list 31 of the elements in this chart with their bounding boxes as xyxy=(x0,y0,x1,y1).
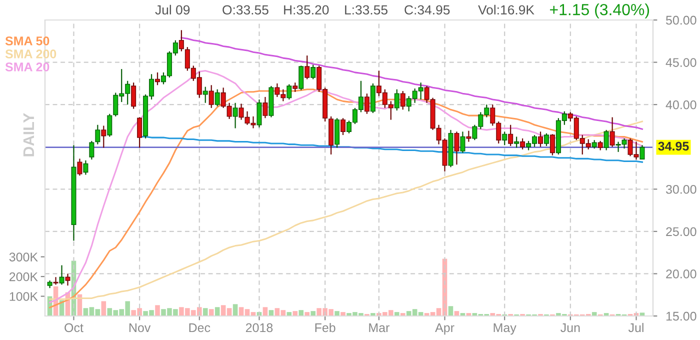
y2-tick-label: 100K xyxy=(10,292,38,301)
text: L:33.55 xyxy=(345,5,388,15)
text: +1.15 (3.40%) xyxy=(550,4,650,18)
x-tick-label: Oct xyxy=(64,323,84,332)
y-tick-label: 40.00 xyxy=(666,100,696,110)
x-tick-label: Jun xyxy=(560,323,580,332)
y-tick-label: 20.00 xyxy=(666,270,696,278)
y2-tick-label: 300K xyxy=(9,252,38,262)
text: SMA 200 xyxy=(5,50,56,58)
x-tick-label: Jul xyxy=(628,322,644,332)
x-tick-label: Feb xyxy=(315,322,336,332)
text: H:35.20 xyxy=(284,5,329,15)
y-tick-label: 15.00 xyxy=(666,312,696,321)
y-tick-label: 45.00 xyxy=(666,58,696,67)
y2-tick-label: 200K xyxy=(9,272,38,282)
y-tick-label: 30.00 xyxy=(666,184,696,194)
text: C:34.95 xyxy=(404,5,450,15)
ref-line-label: 34.95 xyxy=(658,142,689,151)
x-tick-label: Mar xyxy=(369,323,390,332)
text: Vol:16.9K xyxy=(478,4,534,15)
x-tick-label: 2018 xyxy=(246,323,273,332)
x-tick-label: May xyxy=(494,323,516,335)
text: O:33.55 xyxy=(222,5,268,15)
x-tick-label: Dec xyxy=(189,323,210,332)
text: Jul 09 xyxy=(155,4,190,15)
y-tick-label: 50.00 xyxy=(666,16,696,25)
x-tick-label: Apr xyxy=(435,323,454,335)
text: SMA 50 xyxy=(5,36,50,46)
text: SMA 20 xyxy=(5,62,50,72)
x-tick-label: Nov xyxy=(129,323,151,332)
y-tick-label: 25.00 xyxy=(666,227,696,236)
